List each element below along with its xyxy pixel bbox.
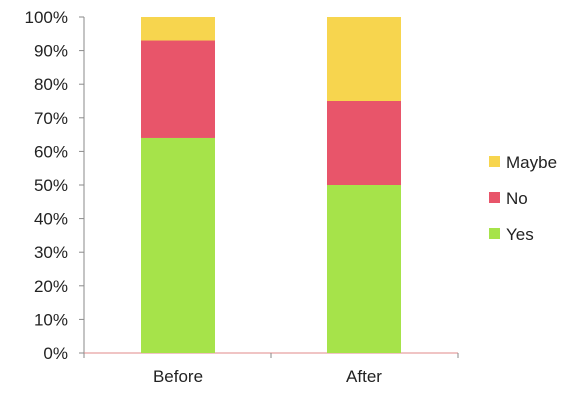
bar-before-yes [141,137,215,353]
bar-before-maybe [141,17,215,41]
chart-bars [141,17,401,353]
x-tick-label-after: After [346,367,382,386]
bar-after-yes [327,185,401,353]
legend-label-no: No [506,189,528,208]
x-tick-label-before: Before [153,367,203,386]
y-tick-label: 70% [34,109,68,128]
chart-tick-labels: 0% 10% 20% 30% 40% 50% 60% 70% 80% 90% 100% Before A… [25,8,383,386]
chart-legend: Maybe No Yes [489,153,557,244]
y-tick-label: 90% [34,42,68,61]
y-tick-label: 60% [34,142,68,161]
y-tick-label: 10% [34,310,68,329]
y-tick-label: 80% [34,75,68,94]
legend-swatch-yes [489,228,500,239]
legend-swatch-no [489,192,500,203]
y-tick-label: 100% [25,8,68,27]
y-tick-label: 0% [43,344,68,363]
legend-label-maybe: Maybe [506,153,557,172]
legend-label-yes: Yes [506,225,534,244]
bar-before-no [141,40,215,138]
y-tick-label: 20% [34,277,68,296]
legend-swatch-maybe [489,156,500,167]
y-tick-label: 50% [34,176,68,195]
y-tick-label: 30% [34,243,68,262]
chart-axes [79,16,459,358]
bar-after-no [327,101,401,185]
bar-after-maybe [327,17,401,101]
y-tick-label: 40% [34,210,68,229]
